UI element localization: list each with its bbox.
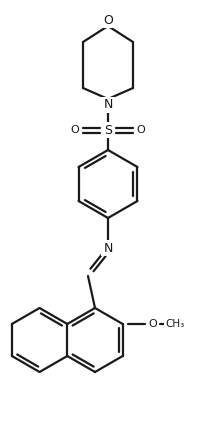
Text: N: N bbox=[103, 99, 113, 112]
Text: O: O bbox=[148, 319, 157, 329]
Text: O: O bbox=[137, 125, 145, 135]
Text: N: N bbox=[103, 241, 113, 254]
Text: O: O bbox=[71, 125, 79, 135]
Text: CH₃: CH₃ bbox=[165, 319, 184, 329]
Text: S: S bbox=[104, 124, 112, 137]
Text: O: O bbox=[103, 13, 113, 26]
